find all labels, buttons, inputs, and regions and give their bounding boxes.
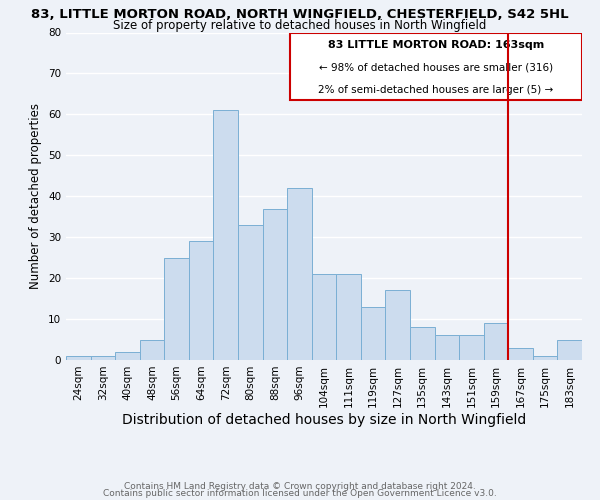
- Bar: [434, 336, 459, 360]
- Bar: [533, 356, 557, 360]
- Bar: [140, 340, 164, 360]
- Bar: [263, 208, 287, 360]
- Bar: [484, 323, 508, 360]
- Y-axis label: Number of detached properties: Number of detached properties: [29, 104, 43, 289]
- Bar: [115, 352, 140, 360]
- Bar: [361, 307, 385, 360]
- Bar: [164, 258, 189, 360]
- FancyBboxPatch shape: [290, 32, 582, 100]
- Bar: [91, 356, 115, 360]
- Bar: [410, 327, 434, 360]
- Text: 83, LITTLE MORTON ROAD, NORTH WINGFIELD, CHESTERFIELD, S42 5HL: 83, LITTLE MORTON ROAD, NORTH WINGFIELD,…: [31, 8, 569, 20]
- Text: 2% of semi-detached houses are larger (5) →: 2% of semi-detached houses are larger (5…: [318, 85, 553, 95]
- Bar: [66, 356, 91, 360]
- Text: Contains HM Land Registry data © Crown copyright and database right 2024.: Contains HM Land Registry data © Crown c…: [124, 482, 476, 491]
- Bar: [336, 274, 361, 360]
- X-axis label: Distribution of detached houses by size in North Wingfield: Distribution of detached houses by size …: [122, 412, 526, 426]
- Bar: [557, 340, 582, 360]
- Text: Contains public sector information licensed under the Open Government Licence v3: Contains public sector information licen…: [103, 489, 497, 498]
- Text: ← 98% of detached houses are smaller (316): ← 98% of detached houses are smaller (31…: [319, 62, 553, 72]
- Bar: [214, 110, 238, 360]
- Bar: [238, 225, 263, 360]
- Bar: [508, 348, 533, 360]
- Bar: [312, 274, 336, 360]
- Bar: [459, 336, 484, 360]
- Text: Size of property relative to detached houses in North Wingfield: Size of property relative to detached ho…: [113, 18, 487, 32]
- Text: 83 LITTLE MORTON ROAD: 163sqm: 83 LITTLE MORTON ROAD: 163sqm: [328, 40, 544, 50]
- Bar: [189, 242, 214, 360]
- Bar: [287, 188, 312, 360]
- Bar: [385, 290, 410, 360]
